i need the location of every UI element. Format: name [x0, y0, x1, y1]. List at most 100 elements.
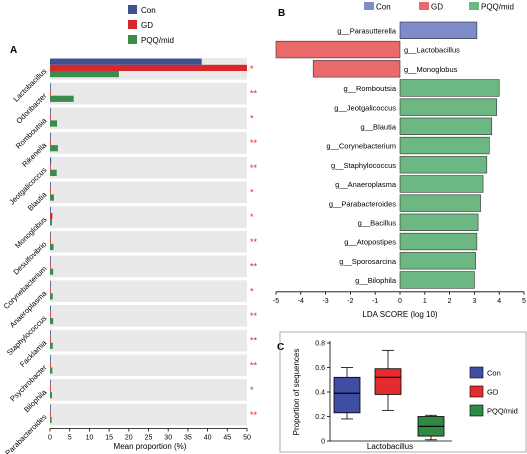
- tick-label: -5: [273, 298, 279, 305]
- lda-label: g__Jeotgalicoccus: [334, 103, 396, 112]
- legend-swatch-pqqmid: [469, 404, 484, 417]
- row-background: [50, 280, 247, 302]
- tick-label: 0.2: [315, 414, 325, 421]
- tick-label: 0: [321, 439, 325, 446]
- row-background: [50, 305, 247, 327]
- tick-label: 2: [448, 298, 452, 305]
- row-background: [50, 403, 247, 426]
- tick-label: -2: [347, 298, 353, 305]
- lda-label: g__Anaeroplasma: [335, 180, 397, 189]
- panel-c-y-axis-title: Proportion of sequences: [292, 349, 301, 436]
- bar-con-anaeroplasma: [50, 280, 51, 288]
- tick-label: -4: [298, 298, 304, 305]
- bar-con-lactobacillus: [50, 58, 202, 65]
- panel-c-boxes: [333, 349, 445, 441]
- bar-pqqmid-monoglobus: [50, 219, 52, 226]
- bar-gd-staphylococcus: [50, 311, 51, 318]
- legend-swatch-gd: [469, 385, 484, 398]
- significance-mark: **: [250, 360, 258, 370]
- lda-label: g__Parabacteroides: [329, 199, 396, 208]
- legend-label: PQQ/mid: [481, 3, 514, 12]
- significance-mark: **: [250, 262, 258, 272]
- bar-gd-lactobacillus: [50, 64, 247, 71]
- lda-label: g__Atopostipes: [344, 238, 396, 247]
- bar-gd-monoglobus: [50, 213, 53, 220]
- panel-a-x-axis: 0 5 10 15 20 25 30 35 40 45 50: [48, 428, 251, 442]
- bar-con-romboutsia: [50, 108, 51, 115]
- box-gd: [374, 368, 402, 395]
- bar-gd-odoribacter: [50, 89, 51, 96]
- legend-label: Con: [376, 3, 391, 12]
- panel-c-legend: Con GD PQQ/mid: [469, 366, 518, 417]
- lda-bar-ganaeroplasma: [399, 175, 484, 193]
- row-background: [50, 181, 247, 204]
- legend-label: PQQ/mid: [487, 407, 518, 416]
- significance-mark: *: [250, 113, 254, 123]
- lda-label: g__Parasutterella: [337, 27, 397, 36]
- lda-bar-gstaphylococcus: [399, 156, 488, 174]
- lda-label: g__Sporosarcina: [339, 257, 397, 266]
- legend-label: Con: [487, 369, 501, 378]
- significance-mark: *: [250, 188, 254, 198]
- bar-pqqmid-rikenella: [50, 145, 58, 152]
- tick-label: 50: [243, 435, 251, 442]
- legend-swatch-con: [469, 366, 484, 379]
- tick-label: 5: [522, 298, 526, 305]
- bar-con-jeotgalicoccus: [50, 157, 52, 164]
- tick-label: 1: [423, 298, 427, 305]
- bar-gd-parabacteroides: [50, 410, 51, 417]
- bar-pqqmid-psychrobacter: [50, 367, 53, 374]
- tick-label: 5: [68, 435, 72, 442]
- lda-bar-gromboutsia: [399, 79, 500, 97]
- panel-a-row-backgrounds: [50, 58, 247, 426]
- panel-c-label: C: [277, 342, 284, 353]
- tick-label: 0.8: [315, 341, 325, 348]
- lda-bar-gjeotgalicoccus: [399, 98, 498, 116]
- row-background: [50, 230, 247, 253]
- bar-con-monoglobus: [50, 206, 51, 213]
- bar-pqqmid-blautia: [50, 194, 54, 201]
- lda-bar-gcorynebacterium: [399, 136, 490, 155]
- lda-bar-gparasutterella: [399, 21, 478, 40]
- tick-label: 0.4: [315, 390, 325, 397]
- lda-label: g__Romboutsia: [343, 84, 396, 93]
- tick-label: 30: [164, 435, 172, 442]
- significance-mark: **: [250, 311, 258, 321]
- bar-con-corynebacterium: [50, 256, 51, 263]
- panel-a-bars: [50, 58, 247, 423]
- legend-swatch-gd: [419, 2, 429, 10]
- panel-a-legend: Con GD PQQ/mid: [128, 5, 174, 45]
- significance-mark: **: [250, 237, 258, 247]
- tick-label: 35: [184, 435, 192, 442]
- panel-a-significance: ************************: [250, 64, 258, 420]
- category-label: Corynebacterium: [2, 264, 49, 311]
- panel-a: A Con GD PQQ/mid LactobacillusOdoribacterR…: [2, 5, 258, 454]
- significance-mark: *: [250, 385, 254, 395]
- row-background: [50, 82, 247, 105]
- category-label: Blautia: [26, 190, 49, 213]
- lda-label: g__Monoglobus: [404, 65, 458, 74]
- bar-con-psychrobacter: [50, 355, 51, 362]
- significance-mark: **: [250, 336, 258, 346]
- bar-gd-blautia: [50, 188, 51, 195]
- panel-b: B Con GD PQQ/mid g__Parasutterella g__Lacto…: [273, 2, 526, 319]
- legend-label: Con: [141, 6, 156, 15]
- row-background: [50, 156, 247, 179]
- panel-b-legend: Con GD PQQ/mid: [364, 2, 514, 12]
- legend-swatch-gd: [128, 20, 137, 29]
- lda-label: g__Staphylococcus: [331, 161, 396, 170]
- lda-bar-gbilophila: [399, 271, 475, 289]
- bar-pqqmid-jeotgalicoccus: [50, 169, 57, 176]
- bar-gd-jeotgalicoccus: [50, 163, 51, 170]
- bar-con-rikenella: [50, 132, 51, 139]
- panel-c-frame: [279, 331, 527, 453]
- lda-label: g__Bacillus: [358, 219, 397, 228]
- lda-bar-gbacillus: [399, 213, 479, 232]
- bar-gd-rikenella: [50, 138, 51, 146]
- tick-label: 3: [472, 298, 476, 305]
- bar-con-odoribacter: [50, 83, 51, 90]
- bar-pqqmid-corynebacterium: [50, 268, 54, 275]
- bar-con-staphylococcus: [50, 305, 51, 312]
- category-label: Parabacteroides: [3, 412, 48, 454]
